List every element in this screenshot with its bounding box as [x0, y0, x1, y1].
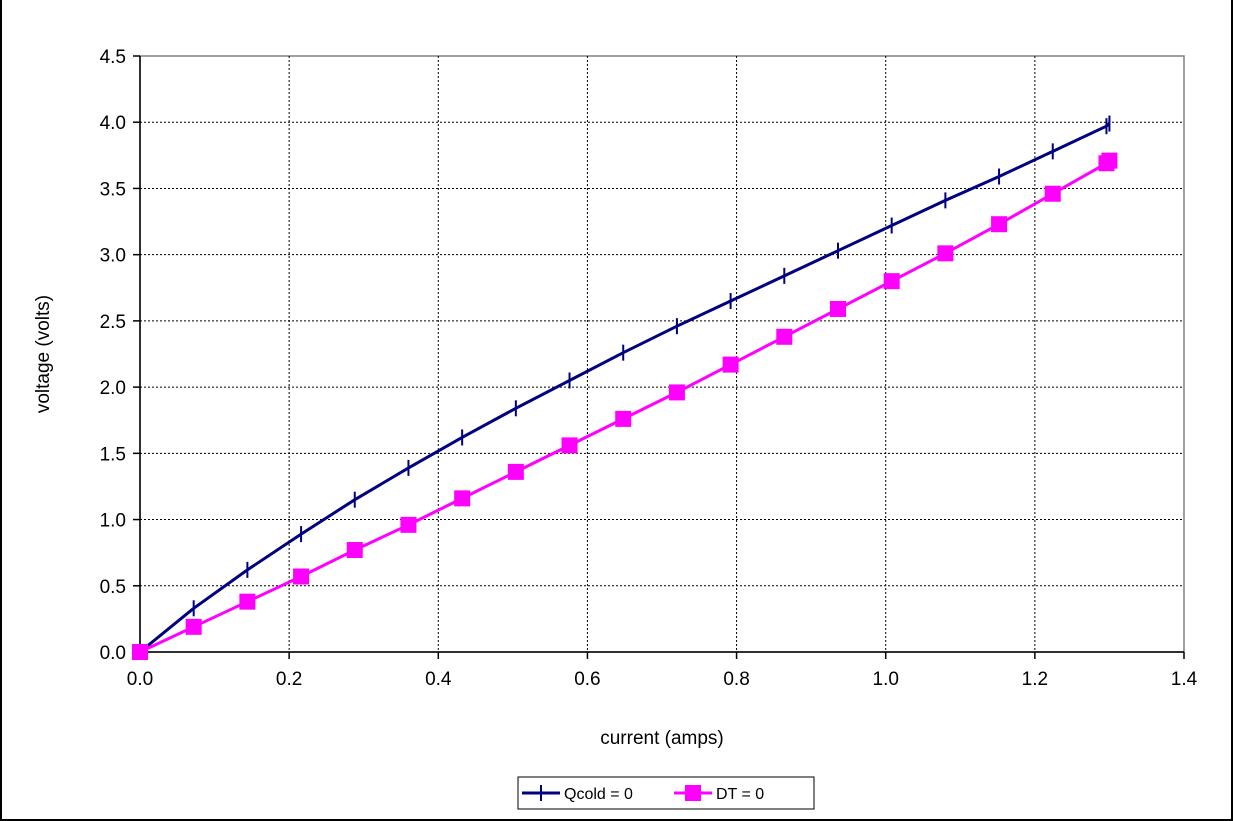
dt-series-line: [139, 159, 1111, 654]
dt-series-point: [991, 216, 1008, 233]
dt-series-point: [346, 542, 363, 559]
dt-series-point: [722, 356, 739, 373]
x-tick-label: 0.8: [723, 669, 749, 690]
y-tick-label: 0.0: [100, 643, 126, 664]
legend-item-dt: DT = 0: [674, 785, 764, 803]
dt-series-point: [883, 273, 900, 290]
y-tick-label: 4.5: [100, 47, 126, 68]
dt-series-point: [776, 328, 793, 345]
qcold-series: [139, 115, 1111, 660]
y-tick-label: 2.0: [100, 378, 126, 399]
y-tick-label: 1.5: [100, 444, 126, 465]
dt-series-point: [829, 300, 846, 317]
y-tick-label: 1.0: [100, 511, 126, 532]
x-tick-label: 0.4: [425, 669, 452, 690]
dt-series-point: [937, 245, 954, 262]
series-layer: [132, 115, 1118, 660]
dt-series-point: [1044, 185, 1061, 202]
dt-series-point: [239, 593, 256, 610]
qcold-series-line: [139, 122, 1111, 654]
y-tick-label: 3.0: [100, 246, 126, 267]
dt-series-point: [185, 618, 202, 635]
dt-series-point: [132, 644, 148, 660]
grid-lines: [140, 56, 1184, 652]
dt-series-point: [561, 437, 578, 454]
y-tick-label: 2.5: [100, 312, 126, 333]
legend: Qcold = 0 DT = 0: [517, 776, 815, 810]
x-tick-label: 0.0: [127, 669, 153, 690]
legend-box: [517, 776, 815, 810]
x-axis-title: current (amps): [600, 728, 724, 749]
dt-series-point: [615, 410, 632, 427]
legend-item-qcold: Qcold = 0: [522, 785, 633, 803]
x-tick-label: 0.6: [574, 669, 600, 690]
y-tick-label: 3.5: [100, 179, 126, 200]
dt-series-point: [454, 490, 471, 507]
x-tick-label: 0.2: [276, 669, 302, 690]
dt-series-point: [668, 384, 685, 401]
y-tick-label: 0.5: [100, 577, 126, 598]
y-tick-label: 4.0: [100, 113, 126, 134]
dt-series: [132, 152, 1118, 660]
legend-item-dt-label: DT = 0: [716, 786, 764, 803]
x-tick-label: 1.0: [873, 669, 899, 690]
dt-series-point: [400, 516, 417, 533]
y-tick-labels: 0.0 0.5 1.0 1.5 2.0 2.5 3.0 3.5 4.0 4.5: [100, 47, 126, 664]
plot-area: [139, 55, 1185, 653]
x-tick-label: 1.2: [1022, 669, 1048, 690]
x-tick-labels: 0.0 0.2 0.4 0.6 0.8 1.0 1.2 1.4: [127, 669, 1198, 690]
dt-series-point: [293, 568, 310, 585]
legend-item-dt-swatch-point: [685, 785, 701, 801]
dt-series-point: [507, 463, 524, 480]
y-axis-title: voltage (volts): [33, 295, 54, 413]
legend-item-qcold-label: Qcold = 0: [564, 786, 633, 803]
dt-series-point: [1101, 152, 1118, 169]
x-tick-label: 1.4: [1171, 669, 1198, 690]
